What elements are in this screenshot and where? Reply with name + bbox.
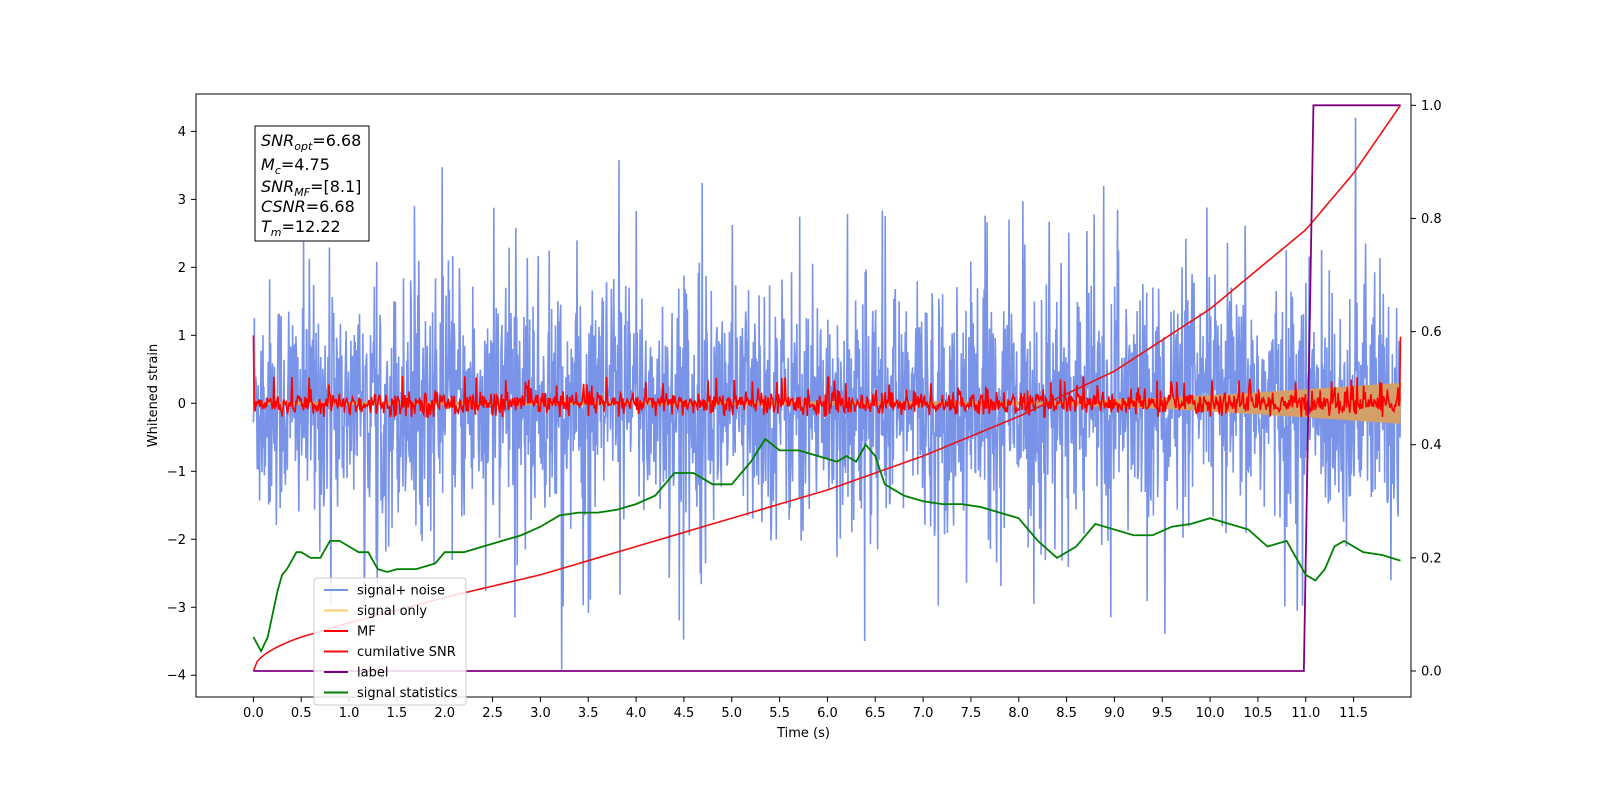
x-tick-label: 9.5 — [1152, 706, 1173, 721]
legend-entry: MF — [357, 625, 376, 640]
annotation-snr-mf: SNRMF=[8.1] — [261, 177, 361, 199]
y2-tick-label: 0.2 — [1421, 551, 1442, 566]
y-tick-label: 3 — [178, 193, 186, 208]
x-tick-label: 3.5 — [578, 706, 599, 721]
y-tick-label: −1 — [167, 465, 186, 480]
y-tick-label: −2 — [167, 533, 186, 548]
annotation-tm-symbol: T — [261, 217, 272, 236]
annotation-csnr-value: =6.68 — [306, 197, 355, 216]
legend-entry: cumilative SNR — [357, 645, 456, 660]
annotation-snr-mf-symbol: SNR — [261, 177, 294, 196]
y2-tick-label: 0.4 — [1421, 438, 1442, 453]
legend-frame — [313, 577, 467, 706]
annotation-tm-value: =12.22 — [282, 217, 341, 236]
y-tick-label: 0 — [178, 397, 186, 412]
y2-tick-label: 0.0 — [1421, 664, 1442, 679]
x-tick-label: 5.5 — [769, 706, 790, 721]
x-axis-label: Time (s) — [776, 726, 830, 741]
x-tick-label: 8.0 — [1008, 706, 1029, 721]
annotation-snr-mf-subscript: MF — [294, 186, 310, 199]
annotation-snr-opt-symbol: SNR — [261, 131, 294, 150]
y2-tick-label: 1.0 — [1421, 99, 1442, 114]
x-tick-label: 8.5 — [1056, 706, 1077, 721]
x-tick-label: 11.0 — [1291, 706, 1320, 721]
x-tick-label: 11.5 — [1339, 706, 1368, 721]
legend: signal+ noise signal only MF cumilative SNR… — [313, 577, 467, 706]
y-tick-label: −3 — [167, 601, 186, 616]
x-tick-label: 0.0 — [243, 706, 264, 721]
x-tick-label: 2.0 — [434, 706, 455, 721]
series-line-signal-statistics — [252, 437, 1401, 654]
y-tick-label: 2 — [178, 261, 186, 276]
annotation-mc: Mc=4.75 — [261, 155, 330, 177]
legend-entry: signal+ noise — [357, 584, 445, 599]
x-tick-label: 0.5 — [291, 706, 312, 721]
y-tick-label: 4 — [178, 125, 186, 140]
x-tick-label: 4.5 — [674, 706, 695, 721]
y2-tick-label: 0.6 — [1421, 325, 1442, 340]
x-tick-label: 5.0 — [721, 706, 742, 721]
annotation-snr-mf-value: =[8.1] — [310, 177, 361, 196]
annotation-box: SNRopt=6.68 Mc=4.75 SNRMF=[8.1] CSNR=6.6… — [254, 125, 370, 242]
y2-tick-label: 0.8 — [1421, 212, 1442, 227]
ticks-layer: 0.0 0.5 1.0 1.5 2.0 2.5 3.0 3.5 4.0 4.5 5.0 5.5 6.0 6… — [167, 99, 1442, 721]
y-tick-label: 1 — [178, 329, 186, 344]
annotation-tm: Tm=12.22 — [261, 217, 341, 239]
x-tick-label: 1.5 — [387, 706, 408, 721]
annotation-tm-subscript: m — [271, 226, 282, 239]
y-axis-label: Whitened strain — [146, 344, 161, 447]
annotation-snr-opt-subscript: opt — [294, 140, 313, 153]
annotation-frame — [254, 125, 370, 242]
annotation-csnr: CSNR=6.68 — [261, 197, 355, 216]
x-tick-label: 1.0 — [339, 706, 360, 721]
annotation-snr-opt-value: =6.68 — [312, 131, 361, 150]
series-line-label — [253, 104, 1401, 672]
x-tick-label: 7.5 — [961, 706, 982, 721]
annotation-mc-value: =4.75 — [281, 155, 330, 174]
legend-entry: signal only — [357, 604, 427, 619]
x-tick-label: 6.0 — [817, 706, 838, 721]
x-tick-label: 10.0 — [1196, 706, 1225, 721]
x-tick-label: 9.0 — [1104, 706, 1125, 721]
annotation-csnr-symbol: CSNR — [261, 197, 306, 216]
series-line-mf — [252, 335, 1402, 418]
annotation-mc-symbol: M — [261, 155, 275, 174]
legend-entry: signal statistics — [357, 686, 458, 701]
legend-entry: label — [357, 666, 388, 681]
axes-frame — [195, 93, 1412, 698]
x-tick-label: 10.5 — [1243, 706, 1272, 721]
x-tick-label: 6.5 — [865, 706, 886, 721]
annotation-snr-opt: SNRopt=6.68 — [261, 131, 361, 153]
x-tick-label: 2.5 — [482, 706, 503, 721]
x-tick-label: 3.0 — [530, 706, 551, 721]
annotation-mc-subscript: c — [275, 164, 281, 177]
x-tick-label: 4.0 — [626, 706, 647, 721]
x-tick-label: 7.0 — [913, 706, 934, 721]
y-tick-label: −4 — [167, 669, 186, 684]
